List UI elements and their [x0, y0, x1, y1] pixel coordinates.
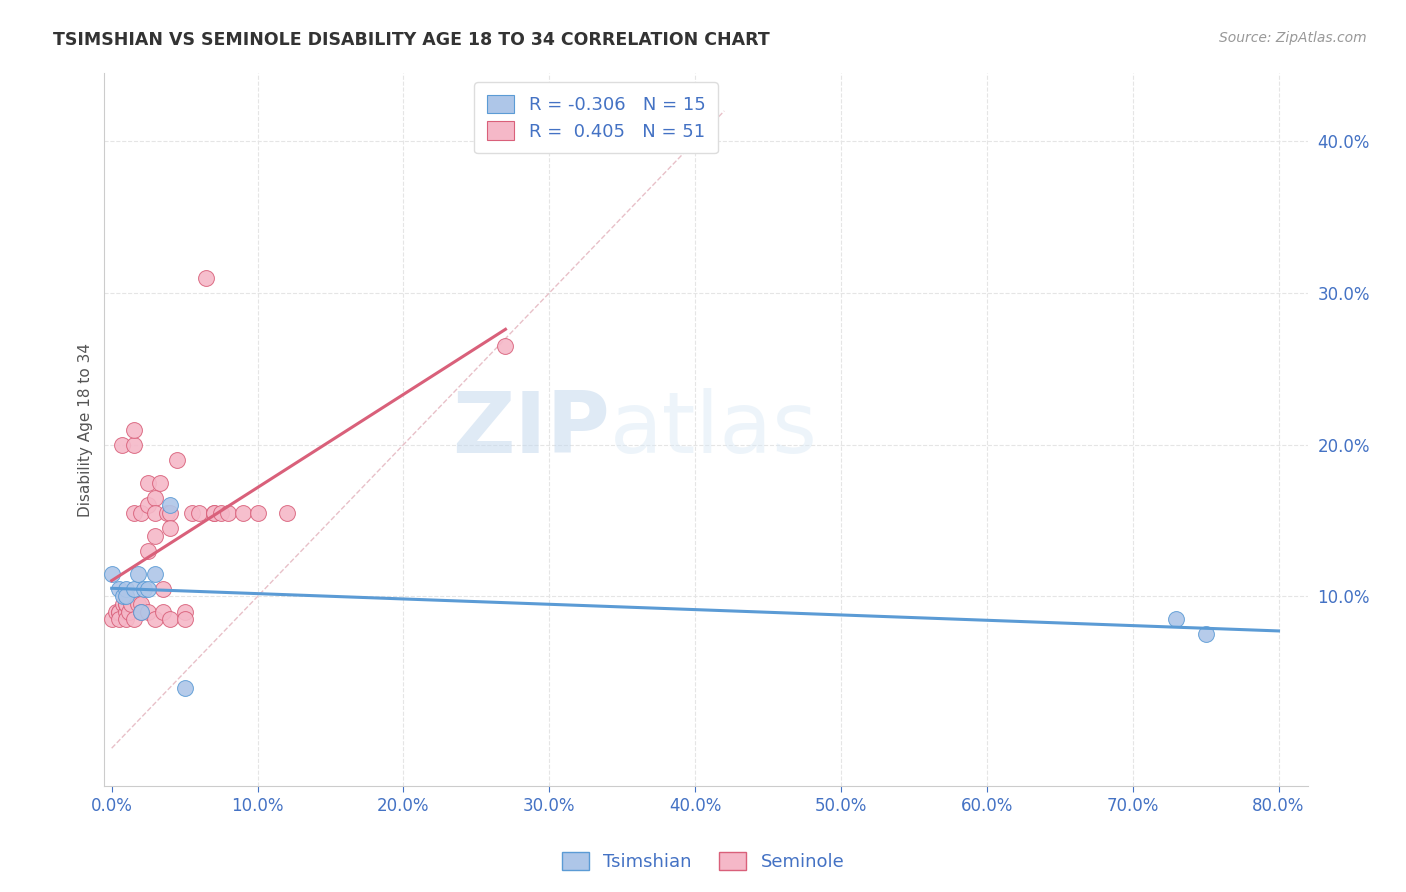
Point	[120, 597, 142, 611]
Point	[100, 612, 122, 626]
Point	[122, 612, 145, 626]
Point	[115, 597, 138, 611]
Point	[156, 506, 179, 520]
Text: TSIMSHIAN VS SEMINOLE DISABILITY AGE 18 TO 34 CORRELATION CHART: TSIMSHIAN VS SEMINOLE DISABILITY AGE 18 …	[53, 31, 770, 49]
Point	[108, 605, 131, 619]
Point	[145, 506, 167, 520]
Point	[276, 506, 298, 520]
Point	[108, 582, 131, 596]
Point	[159, 521, 181, 535]
Point	[122, 506, 145, 520]
Point	[152, 582, 174, 596]
Point	[173, 605, 195, 619]
Point	[145, 529, 167, 543]
Point	[173, 681, 195, 695]
Point	[112, 590, 135, 604]
Point	[115, 590, 138, 604]
Point	[132, 582, 155, 596]
Point	[1166, 612, 1188, 626]
Point	[209, 506, 232, 520]
Point	[129, 605, 152, 619]
Point	[115, 590, 138, 604]
Text: ZIP: ZIP	[451, 388, 610, 471]
Point	[129, 506, 152, 520]
Point	[122, 582, 145, 596]
Point	[1194, 627, 1216, 641]
Text: Source: ZipAtlas.com: Source: ZipAtlas.com	[1219, 31, 1367, 45]
Point	[136, 605, 159, 619]
Point	[145, 612, 167, 626]
Point	[145, 491, 167, 505]
Point	[145, 566, 167, 581]
Point	[100, 566, 122, 581]
Point	[217, 506, 239, 520]
Point	[159, 612, 181, 626]
Point	[159, 499, 181, 513]
Point	[136, 499, 159, 513]
Point	[115, 597, 138, 611]
Point	[188, 506, 211, 520]
Point	[127, 566, 149, 581]
Point	[202, 506, 225, 520]
Point	[246, 506, 269, 520]
Point	[195, 270, 218, 285]
Point	[108, 612, 131, 626]
Point	[136, 475, 159, 490]
Point	[112, 597, 135, 611]
Point	[166, 453, 188, 467]
Text: atlas: atlas	[610, 388, 818, 471]
Point	[105, 605, 128, 619]
Point	[232, 506, 254, 520]
Point	[180, 506, 202, 520]
Point	[127, 597, 149, 611]
Y-axis label: Disability Age 18 to 34: Disability Age 18 to 34	[79, 343, 93, 516]
Point	[136, 544, 159, 558]
Point	[152, 605, 174, 619]
Point	[115, 605, 138, 619]
Point	[115, 612, 138, 626]
Point	[122, 438, 145, 452]
Point	[115, 582, 138, 596]
Point	[495, 339, 517, 353]
Point	[129, 597, 152, 611]
Legend: R = -0.306   N = 15, R =  0.405   N = 51: R = -0.306 N = 15, R = 0.405 N = 51	[474, 82, 718, 153]
Point	[173, 612, 195, 626]
Point	[136, 582, 159, 596]
Point	[159, 506, 181, 520]
Legend: Tsimshian, Seminole: Tsimshian, Seminole	[554, 845, 852, 879]
Point	[149, 475, 172, 490]
Point	[108, 605, 131, 619]
Point	[111, 438, 134, 452]
Point	[122, 423, 145, 437]
Point	[118, 605, 141, 619]
Point	[129, 605, 152, 619]
Point	[202, 506, 225, 520]
